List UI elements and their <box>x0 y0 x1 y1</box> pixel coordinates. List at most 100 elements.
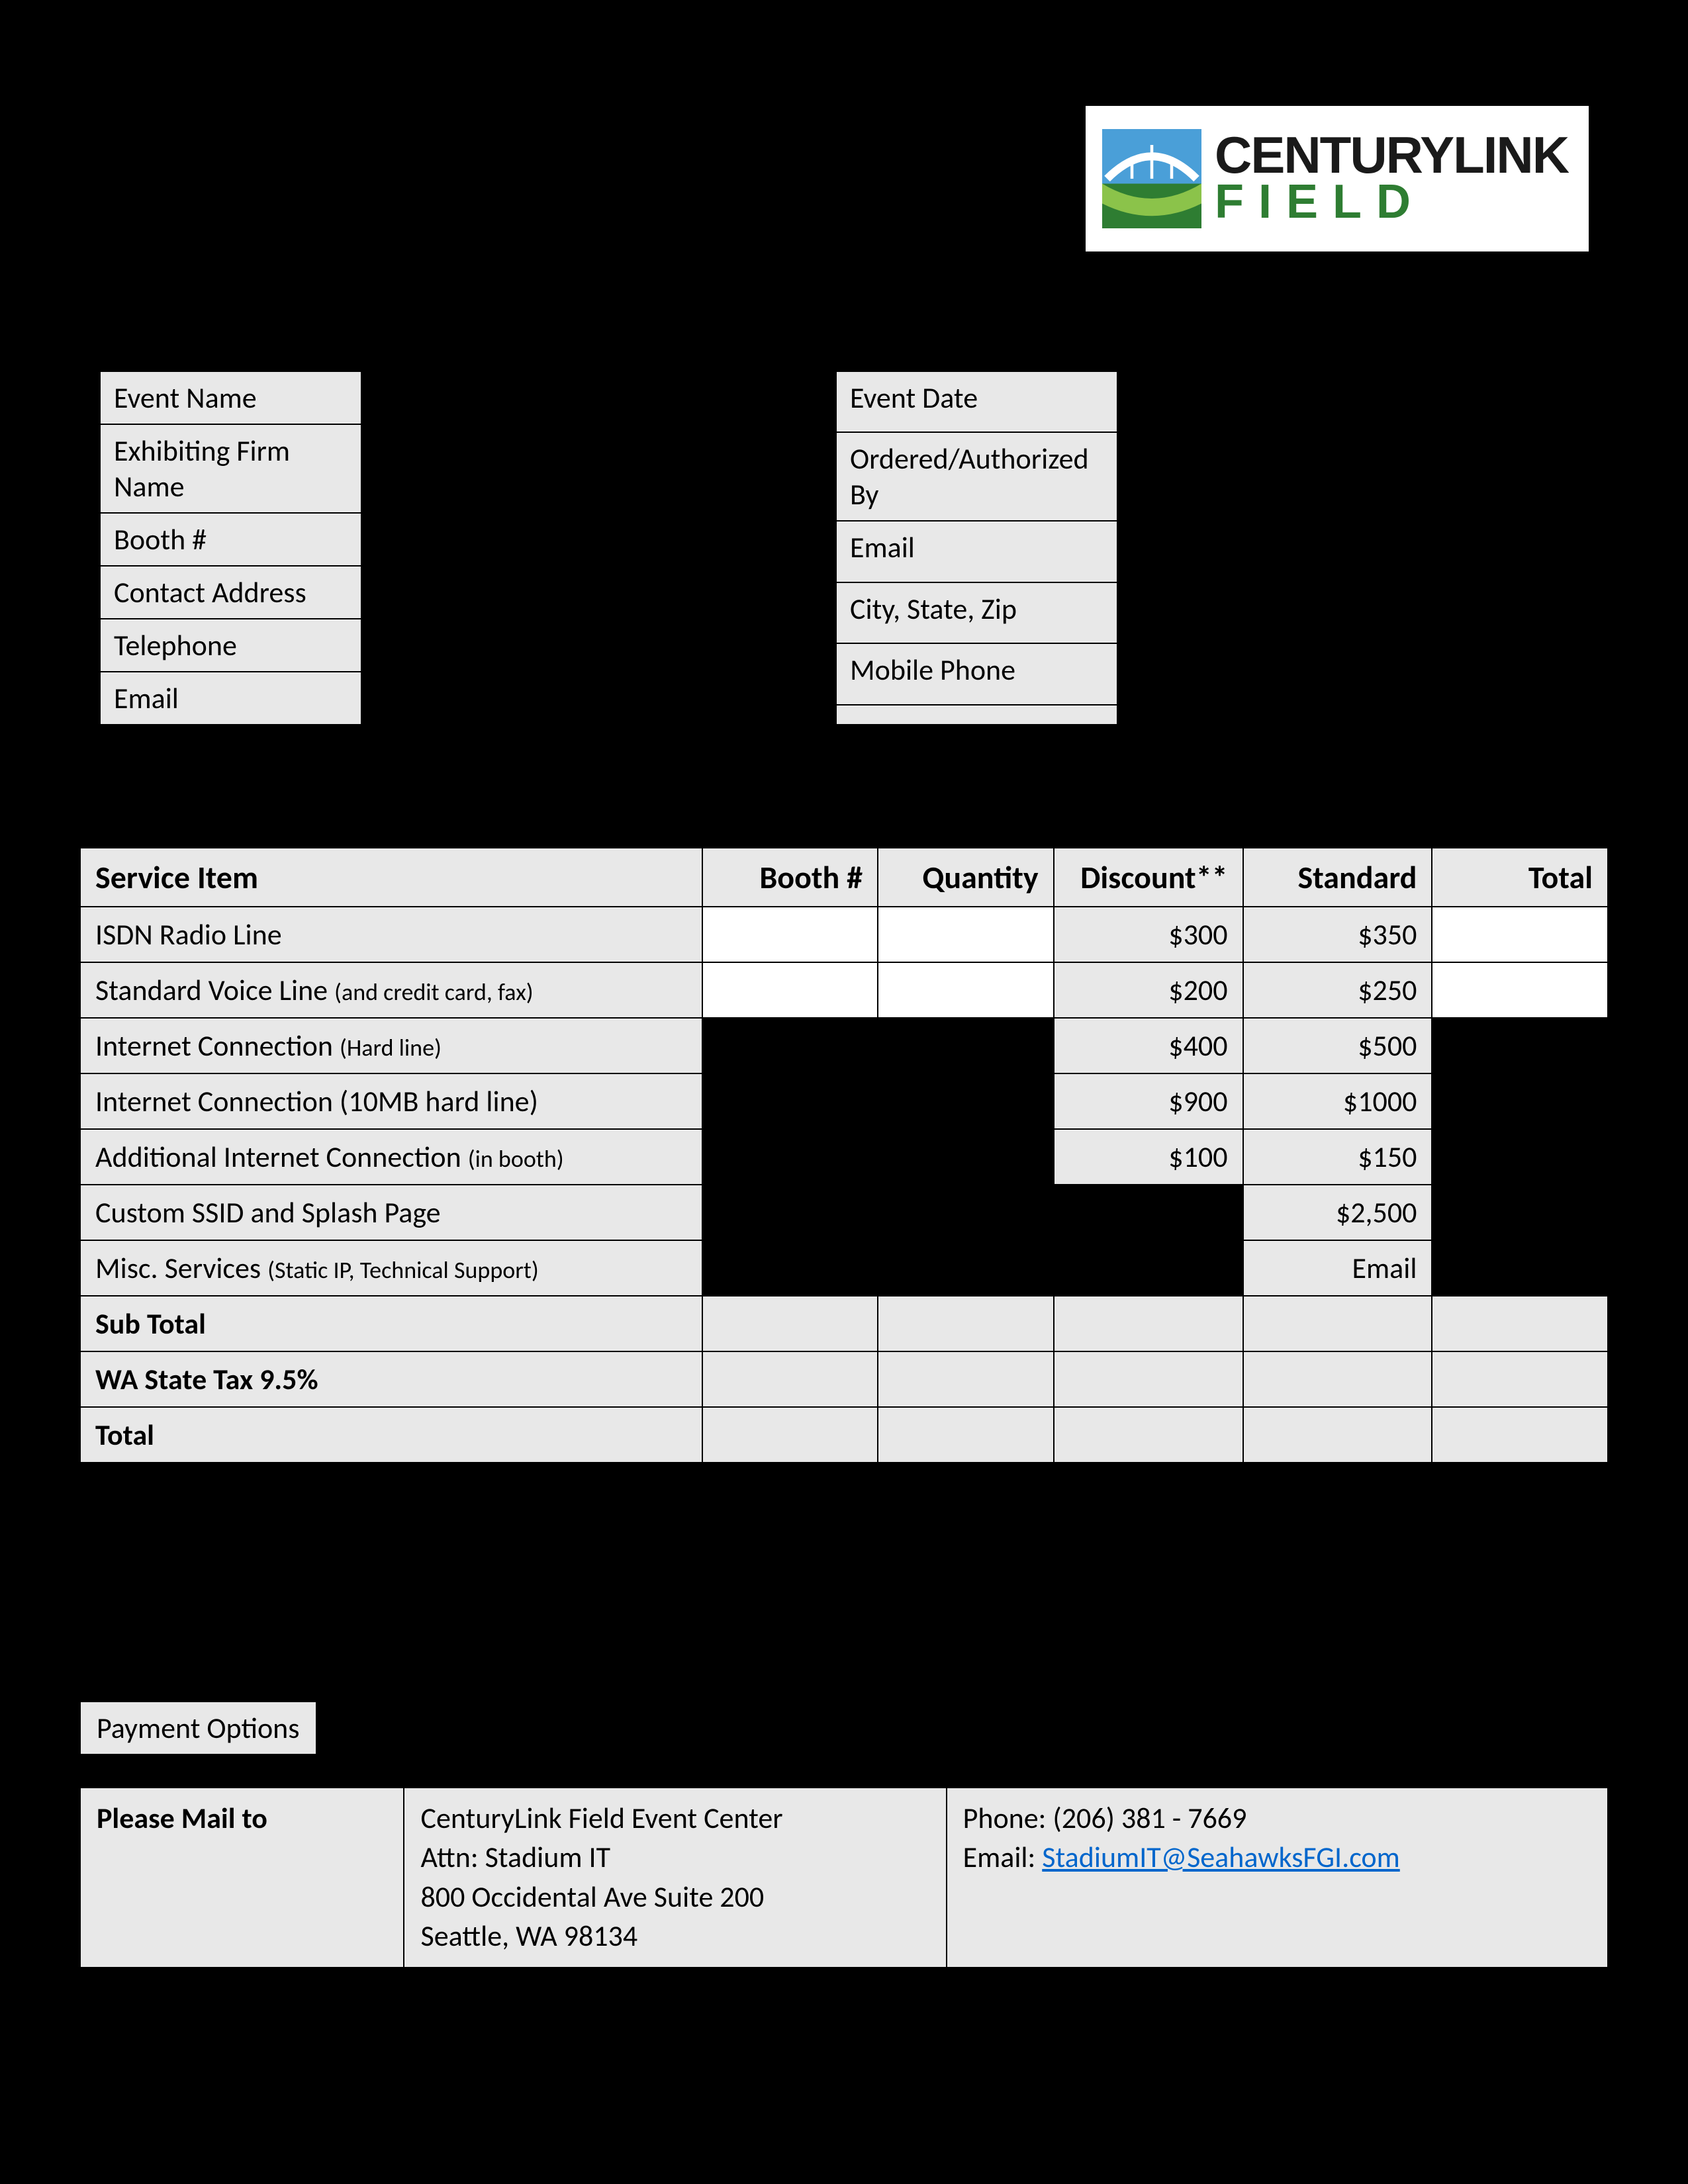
event-info-table-right: Event Date Ordered/Authorized By Email C… <box>835 371 1118 725</box>
header-booth: Booth # <box>702 848 878 907</box>
total-cell <box>1432 1185 1608 1240</box>
info-telephone: Telephone <box>100 619 361 672</box>
booth-cell <box>702 1073 878 1129</box>
booth-cell <box>702 1185 878 1240</box>
info-mobile-phone: Mobile Phone <box>836 643 1117 704</box>
info-ordered-by: Ordered/Authorized By <box>836 432 1117 521</box>
subtotal-qty <box>878 1296 1054 1351</box>
header-discount: Discount** <box>1054 848 1243 907</box>
tax-row: WA State Tax 9.5% <box>80 1351 1608 1407</box>
header-standard: Standard <box>1243 848 1432 907</box>
contact-phone: Phone: (206) 381 - 7669 <box>963 1800 1247 1836</box>
info-tables-row: Event Name Exhibiting Firm Name Booth # … <box>99 371 1118 725</box>
booth-cell[interactable] <box>702 907 878 962</box>
info-email: Email <box>100 672 361 725</box>
logo-box: CENTURYLINK FIELD <box>1086 106 1589 251</box>
centurylink-logo-icon <box>1102 129 1201 228</box>
discount-cell: $300 <box>1054 907 1243 962</box>
subtotal-disc <box>1054 1296 1243 1351</box>
total-total <box>1432 1407 1608 1463</box>
address-line-2: Attn: Stadium IT <box>420 1839 610 1875</box>
header-total: Total <box>1432 848 1608 907</box>
service-item-cell: Additional Internet Connection (in booth… <box>80 1129 702 1185</box>
discount-cell <box>1054 1240 1243 1296</box>
subtotal-total <box>1432 1296 1608 1351</box>
info-booth-number: Booth # <box>100 513 361 566</box>
discount-cell: $100 <box>1054 1129 1243 1185</box>
standard-cell: $150 <box>1243 1129 1432 1185</box>
table-row: Internet Connection (10MB hard line) $900… <box>80 1073 1608 1129</box>
page-container: CENTURYLINK FIELD Event Name Exhibiting … <box>0 0 1688 2184</box>
contact-mail-to-label: Please Mail to <box>80 1788 404 1968</box>
info-exhibiting-firm: Exhibiting Firm Name <box>100 424 361 513</box>
total-booth <box>702 1407 878 1463</box>
discount-cell: $400 <box>1054 1018 1243 1073</box>
service-item-cell: Internet Connection (Hard line) <box>80 1018 702 1073</box>
contact-row: Please Mail to CenturyLink Field Event C… <box>80 1788 1608 1968</box>
standard-cell: $250 <box>1243 962 1432 1018</box>
contact-phone-email: Phone: (206) 381 - 7669 Email: StadiumIT… <box>947 1788 1608 1968</box>
service-item-cell: Misc. Services (Static IP, Technical Sup… <box>80 1240 702 1296</box>
total-disc <box>1054 1407 1243 1463</box>
tax-std <box>1243 1351 1432 1407</box>
subtotal-row: Sub Total <box>80 1296 1608 1351</box>
standard-cell: $1000 <box>1243 1073 1432 1129</box>
header-quantity: Quantity <box>878 848 1054 907</box>
total-std <box>1243 1407 1432 1463</box>
total-cell[interactable] <box>1432 907 1608 962</box>
service-item-cell: Internet Connection (10MB hard line) <box>80 1073 702 1129</box>
quantity-cell <box>878 1129 1054 1185</box>
booth-cell <box>702 1129 878 1185</box>
info-city-state-zip: City, State, Zip <box>836 582 1117 643</box>
tax-booth <box>702 1351 878 1407</box>
total-cell[interactable] <box>1432 962 1608 1018</box>
event-info-table-left: Event Name Exhibiting Firm Name Booth # … <box>99 371 362 725</box>
total-label: Total <box>80 1407 702 1463</box>
quantity-cell <box>878 1018 1054 1073</box>
logo-text-top: CENTURYLINK <box>1215 132 1568 178</box>
tax-qty <box>878 1351 1054 1407</box>
standard-cell: $350 <box>1243 907 1432 962</box>
info-empty-cell <box>836 705 1117 725</box>
total-cell <box>1432 1018 1608 1073</box>
discount-cell: $200 <box>1054 962 1243 1018</box>
subtotal-std <box>1243 1296 1432 1351</box>
table-row: Misc. Services (Static IP, Technical Sup… <box>80 1240 1608 1296</box>
address-line-1: CenturyLink Field Event Center <box>420 1800 782 1836</box>
contact-table: Please Mail to CenturyLink Field Event C… <box>79 1787 1609 1968</box>
total-cell <box>1432 1073 1608 1129</box>
discount-cell <box>1054 1185 1243 1240</box>
service-table: Service Item Booth # Quantity Discount**… <box>79 847 1609 1463</box>
tax-total <box>1432 1351 1608 1407</box>
subtotal-label: Sub Total <box>80 1296 702 1351</box>
total-cell <box>1432 1129 1608 1185</box>
quantity-cell[interactable] <box>878 962 1054 1018</box>
quantity-cell <box>878 1185 1054 1240</box>
total-cell <box>1432 1240 1608 1296</box>
quantity-cell[interactable] <box>878 907 1054 962</box>
booth-cell <box>702 1240 878 1296</box>
payment-options-label: Payment Options <box>79 1701 317 1755</box>
service-item-cell: Custom SSID and Splash Page <box>80 1185 702 1240</box>
service-item-cell: ISDN Radio Line <box>80 907 702 962</box>
contact-email-link[interactable]: StadiumIT@SeahawksFGI.com <box>1042 1839 1400 1875</box>
standard-cell: Email <box>1243 1240 1432 1296</box>
total-qty <box>878 1407 1054 1463</box>
info-email-right: Email <box>836 521 1117 582</box>
service-item-cell: Standard Voice Line (and credit card, fa… <box>80 962 702 1018</box>
tax-disc <box>1054 1351 1243 1407</box>
address-line-3: 800 Occidental Ave Suite 200 <box>420 1879 764 1915</box>
quantity-cell <box>878 1240 1054 1296</box>
subtotal-booth <box>702 1296 878 1351</box>
logo-text-bottom: FIELD <box>1215 178 1568 226</box>
info-contact-address: Contact Address <box>100 566 361 619</box>
table-row: Standard Voice Line (and credit card, fa… <box>80 962 1608 1018</box>
booth-cell[interactable] <box>702 962 878 1018</box>
standard-cell: $500 <box>1243 1018 1432 1073</box>
table-row: ISDN Radio Line $300$350 <box>80 907 1608 962</box>
address-line-4: Seattle, WA 98134 <box>420 1918 637 1954</box>
contact-address: CenturyLink Field Event Center Attn: Sta… <box>404 1788 946 1968</box>
discount-cell: $900 <box>1054 1073 1243 1129</box>
booth-cell <box>702 1018 878 1073</box>
table-row: Additional Internet Connection (in booth… <box>80 1129 1608 1185</box>
